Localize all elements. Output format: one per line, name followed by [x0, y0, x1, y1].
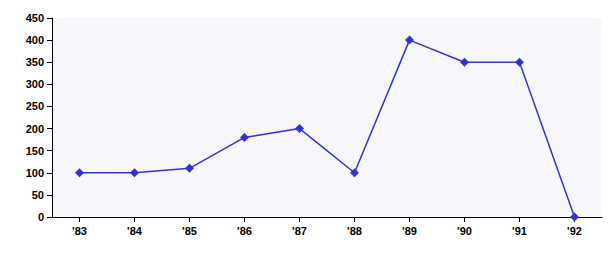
- svg-text:'83: '83: [72, 225, 87, 237]
- svg-text:'84: '84: [127, 225, 143, 237]
- svg-text:150: 150: [26, 145, 44, 157]
- svg-text:'85: '85: [182, 225, 197, 237]
- svg-text:450: 450: [26, 12, 44, 24]
- svg-text:'88: '88: [347, 225, 362, 237]
- svg-text:300: 300: [26, 78, 44, 90]
- svg-text:0: 0: [38, 211, 44, 223]
- svg-text:'89: '89: [402, 225, 417, 237]
- svg-text:400: 400: [26, 34, 44, 46]
- svg-text:50: 50: [32, 189, 44, 201]
- svg-text:'87: '87: [292, 225, 307, 237]
- svg-text:'92: '92: [567, 225, 582, 237]
- svg-text:250: 250: [26, 100, 44, 112]
- svg-text:'90: '90: [457, 225, 472, 237]
- svg-text:350: 350: [26, 56, 44, 68]
- svg-text:200: 200: [26, 123, 44, 135]
- svg-text:'86: '86: [237, 225, 252, 237]
- svg-text:100: 100: [26, 167, 44, 179]
- svg-text:'91: '91: [512, 225, 527, 237]
